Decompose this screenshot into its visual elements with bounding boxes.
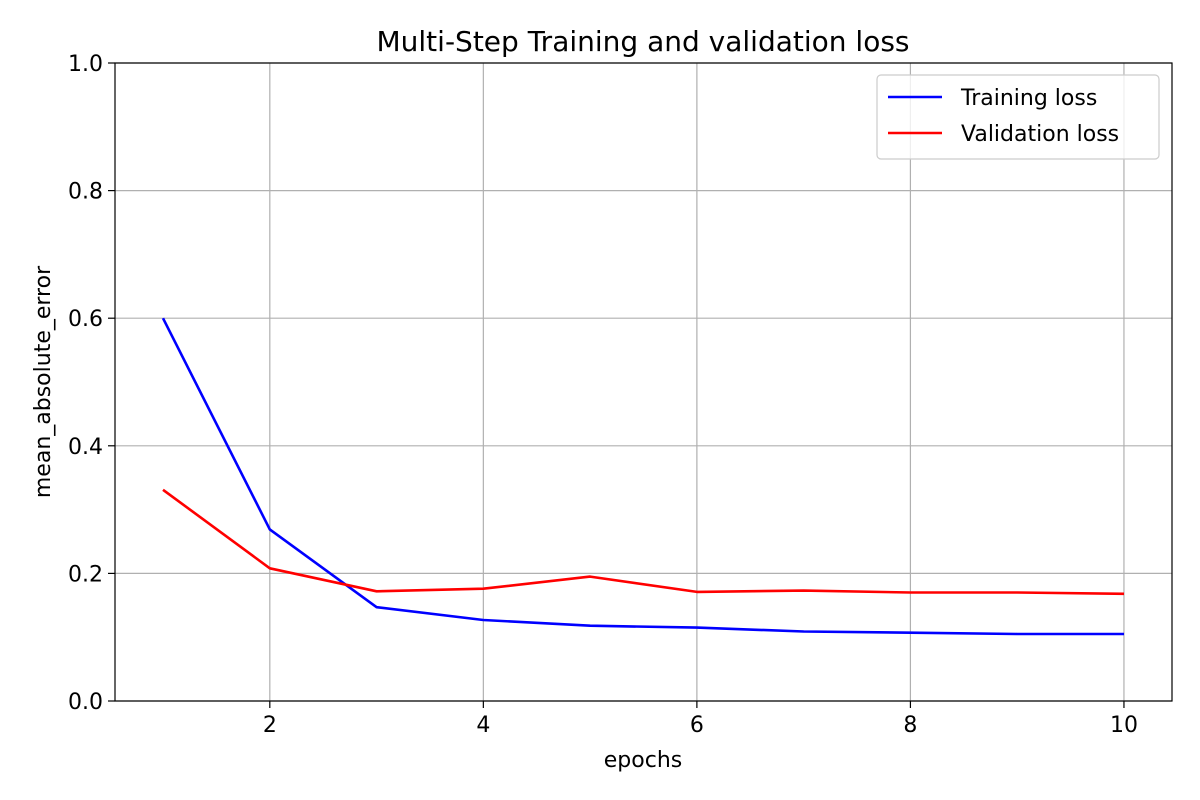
x-tick-label: 10 (1110, 713, 1138, 738)
plot-frame (114, 62, 1173, 702)
series-line-training (161, 317, 1124, 636)
y-tick-label: 0.0 (68, 690, 103, 715)
x-tick-label: 8 (903, 713, 917, 738)
series-line-validation (162, 488, 1125, 596)
chart-title: Multi-Step Training and validation loss (377, 25, 910, 58)
series-lines (161, 317, 1125, 636)
legend-label-validation: Validation loss (961, 122, 1119, 147)
y-tick-label: 1.0 (68, 52, 103, 77)
y-tick-label: 0.2 (68, 562, 103, 587)
y-axis-label: mean_absolute_error (31, 265, 56, 498)
y-tick-label: 0.8 (68, 180, 103, 205)
x-axis-label: epochs (604, 748, 682, 773)
x-tick-label: 2 (263, 713, 277, 738)
legend-box (876, 74, 1160, 160)
legend-label-training: Training loss (960, 86, 1097, 111)
x-tick-label: 4 (476, 713, 490, 738)
y-tick-label: 0.4 (68, 435, 103, 460)
legend: Training loss Validation loss (876, 74, 1160, 160)
x-tick-label: 6 (690, 713, 704, 738)
y-tick-label: 0.6 (68, 307, 103, 332)
axis-ticks: 2 4 6 8 10 0.0 0.2 0.4 0.6 0.8 1.0 (68, 52, 1138, 738)
